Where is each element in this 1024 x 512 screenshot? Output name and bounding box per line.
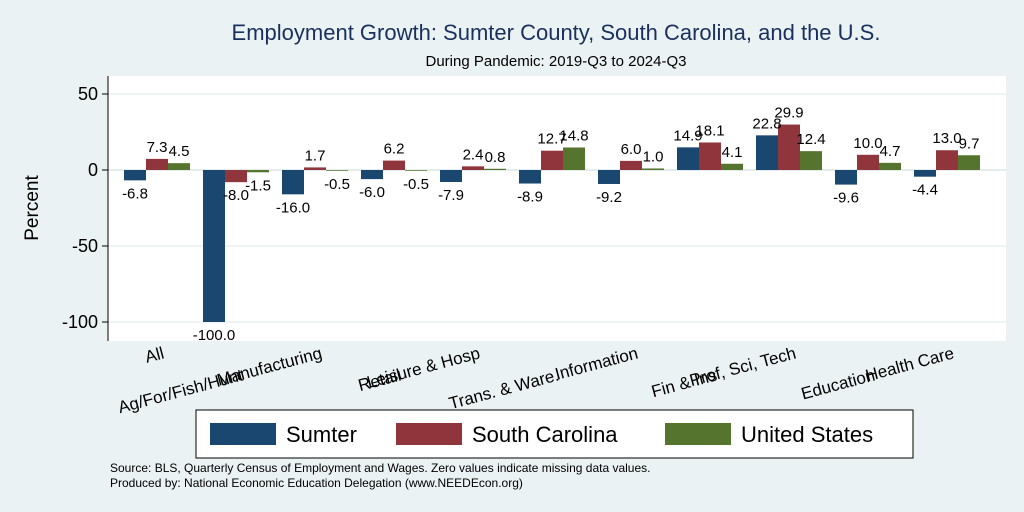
data-label-united-states: 0.8	[485, 149, 506, 166]
data-label-south-carolina: 10.0	[853, 135, 882, 152]
y-tick-label: 50	[78, 84, 98, 104]
legend-items: Sumter South Carolina United States	[210, 422, 873, 447]
bar-south-carolina	[699, 142, 721, 170]
chart-title: Employment Growth: Sumter County, South …	[232, 20, 881, 45]
source-note: Source: BLS, Quarterly Census of Employm…	[110, 461, 650, 475]
bar-sumter	[914, 170, 936, 177]
data-label-south-carolina: 12.7	[537, 131, 566, 148]
y-tick-label: 0	[88, 160, 98, 180]
bar-sumter	[677, 147, 699, 170]
legend-swatch-united-states	[665, 423, 731, 445]
legend: Sumter South Carolina United States	[195, 409, 914, 459]
bar-south-carolina	[620, 160, 642, 170]
data-label-sumter: -8.9	[517, 189, 543, 206]
data-label-united-states: 4.1	[722, 144, 743, 161]
data-label-united-states: 1.0	[643, 148, 664, 165]
data-label-united-states: 4.7	[880, 143, 901, 160]
data-label-south-carolina: 2.4	[463, 146, 484, 163]
data-label-sumter: -7.9	[438, 187, 464, 204]
bars	[124, 124, 980, 322]
data-label-south-carolina: 13.0	[932, 130, 961, 147]
y-tick-label: -50	[72, 236, 98, 256]
bar-south-carolina	[225, 170, 247, 183]
legend-swatch-south-carolina	[396, 423, 462, 445]
bar-sumter	[756, 135, 778, 170]
data-label-sumter: 14.9	[673, 127, 702, 144]
bar-south-carolina	[462, 166, 484, 170]
bar-sumter	[361, 170, 383, 180]
bar-united-states	[484, 168, 506, 170]
bar-united-states	[168, 163, 190, 170]
bar-sumter	[203, 170, 225, 322]
x-tick-label: All	[143, 344, 166, 367]
bar-united-states	[879, 162, 901, 170]
bar-sumter	[835, 170, 857, 185]
legend-label-south-carolina: South Carolina	[472, 422, 618, 447]
data-label-united-states: 9.7	[959, 135, 980, 152]
legend-box	[195, 409, 914, 459]
y-axis-title: Percent	[22, 175, 43, 241]
data-labels: -6.8 7.3 4.5 -100.0 -8.0-1.5 -16.0 1.7 -0.5 -6.0…	[122, 105, 979, 344]
producer-note: Produced by: National Economic Education…	[110, 476, 523, 490]
data-label-sumter: -16.0	[276, 199, 310, 216]
bar-sumter	[598, 170, 620, 184]
data-label-united-states: -0.5	[324, 176, 350, 193]
bar-sumter	[440, 170, 462, 183]
bar-united-states	[563, 147, 585, 170]
data-label-south-carolina: 1.7	[305, 147, 326, 164]
legend-label-sumter: Sumter	[286, 422, 357, 447]
plot-area	[108, 76, 1006, 341]
bar-sumter	[519, 170, 541, 184]
bar-sumter	[282, 170, 304, 195]
bar-south-carolina	[383, 160, 405, 170]
data-label-south-carolina: -8.0	[223, 187, 249, 204]
data-label-united-states: -1.5	[245, 177, 271, 194]
bar-south-carolina	[778, 124, 800, 170]
y-axis-ticks: 50 0 -50 -100	[62, 84, 108, 332]
bar-united-states	[405, 170, 427, 171]
data-label-united-states: 14.8	[559, 128, 588, 145]
legend-label-united-states: United States	[741, 422, 873, 447]
legend-swatch-sumter	[210, 423, 276, 445]
data-label-united-states: 4.5	[169, 143, 190, 160]
bar-united-states	[958, 155, 980, 170]
data-label-united-states: 12.4	[796, 131, 825, 148]
data-label-sumter: -9.6	[833, 190, 859, 207]
data-label-sumter: -4.4	[912, 182, 938, 199]
data-label-sumter: 22.8	[752, 115, 781, 132]
data-label-sumter: -6.0	[359, 184, 385, 201]
bar-united-states	[721, 163, 743, 170]
data-label-sumter: -9.2	[596, 189, 622, 206]
bar-sumter	[124, 170, 146, 181]
data-label-united-states: -0.5	[403, 176, 429, 193]
data-label-south-carolina: 29.9	[774, 105, 803, 122]
data-label-south-carolina: 18.1	[695, 122, 724, 139]
data-label-south-carolina: 6.0	[621, 141, 642, 158]
data-label-south-carolina: 7.3	[147, 139, 168, 156]
data-label-south-carolina: 6.2	[384, 141, 405, 158]
bar-united-states	[326, 170, 348, 171]
bar-united-states	[247, 170, 269, 173]
bar-south-carolina	[304, 167, 326, 170]
y-tick-label: -100	[62, 312, 98, 332]
data-label-sumter: -6.8	[122, 185, 148, 202]
bar-south-carolina	[936, 150, 958, 170]
bar-united-states	[800, 151, 822, 170]
data-label-sumter: -100.0	[193, 327, 236, 344]
bar-south-carolina	[541, 150, 563, 170]
bar-south-carolina	[857, 154, 879, 170]
bar-united-states	[642, 168, 664, 170]
bar-south-carolina	[146, 158, 168, 170]
chart-subtitle: During Pandemic: 2019-Q3 to 2024-Q3	[426, 53, 687, 70]
